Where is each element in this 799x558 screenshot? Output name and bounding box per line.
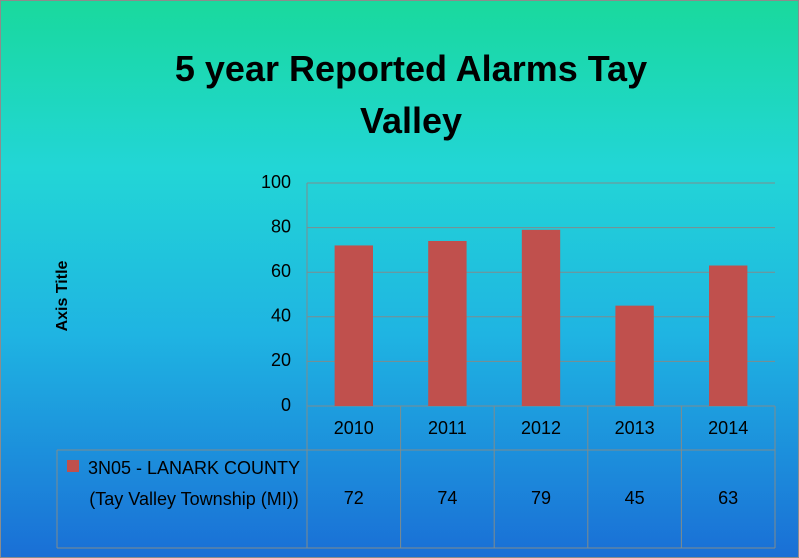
table-value: 63 bbox=[718, 488, 738, 508]
table-value: 72 bbox=[344, 488, 364, 508]
y-axis-title: Axis Title bbox=[54, 260, 71, 331]
legend-label: 3N05 - LANARK COUNTY (Tay Valley Townshi… bbox=[87, 458, 301, 509]
bar bbox=[709, 265, 748, 406]
bar bbox=[521, 229, 561, 406]
bar bbox=[615, 305, 654, 406]
x-tick-label: 2013 bbox=[615, 418, 655, 438]
x-tick-label: 2011 bbox=[428, 418, 467, 438]
y-tick-label: 60 bbox=[271, 261, 291, 281]
legend-swatch bbox=[67, 460, 79, 472]
bar bbox=[428, 240, 467, 406]
y-tick-label: 0 bbox=[281, 395, 291, 415]
y-tick-label: 40 bbox=[271, 306, 291, 326]
y-tick-label: 20 bbox=[271, 350, 291, 370]
table-value: 45 bbox=[625, 488, 645, 508]
bar bbox=[334, 245, 373, 406]
y-tick-label: 80 bbox=[271, 216, 291, 236]
x-tick-label: 2010 bbox=[334, 418, 374, 438]
table-value: 79 bbox=[531, 488, 551, 508]
table-value: 74 bbox=[437, 488, 457, 508]
x-tick-label: 2014 bbox=[708, 418, 748, 438]
chart-title: 5 year Reported Alarms Tay Valley bbox=[174, 48, 648, 141]
y-tick-label: 100 bbox=[261, 172, 291, 192]
x-tick-label: 2012 bbox=[521, 418, 561, 438]
